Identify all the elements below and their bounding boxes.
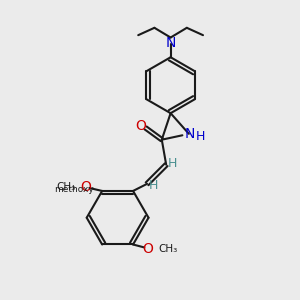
Text: O: O [142, 242, 153, 256]
Text: CH₃: CH₃ [56, 182, 76, 192]
Text: O: O [80, 180, 92, 194]
Text: H: H [196, 130, 206, 143]
Text: H: H [168, 157, 177, 170]
Text: N: N [185, 127, 195, 141]
Text: O: O [135, 119, 146, 134]
Text: H: H [149, 179, 158, 192]
Text: N: N [165, 35, 176, 50]
Text: methoxy: methoxy [54, 185, 94, 194]
Text: CH₃: CH₃ [158, 244, 177, 254]
